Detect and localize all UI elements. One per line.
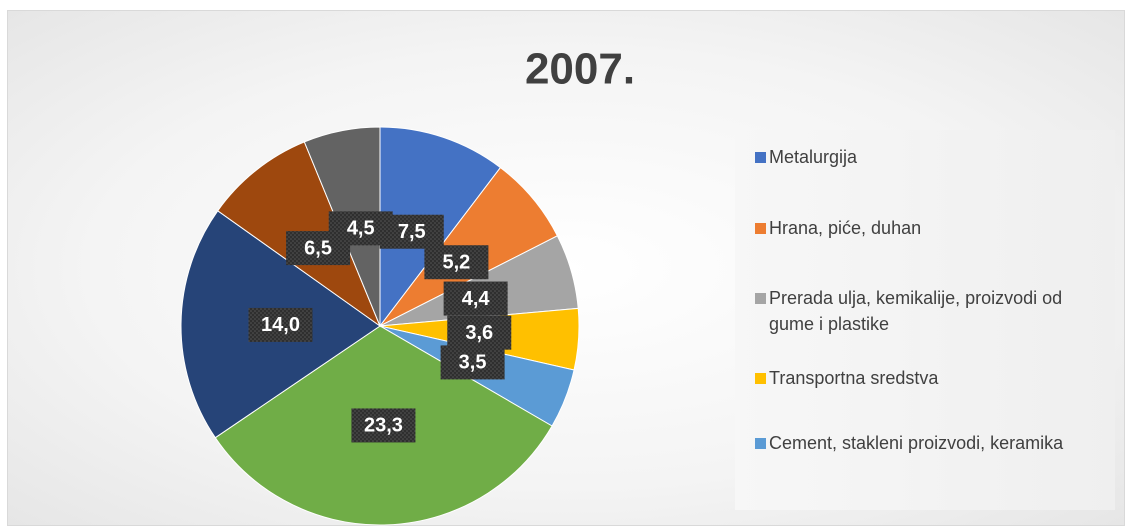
legend: Metalurgija Hrana, piće, duhan Prerada ulj… — [735, 130, 1115, 510]
data-label-box — [447, 315, 512, 350]
legend-swatch — [755, 373, 766, 384]
data-label-text: 3,6 — [465, 322, 493, 344]
data-label: 3,5 — [440, 345, 505, 380]
data-label-text: 6,5 — [304, 237, 332, 259]
data-label: 5,2 — [424, 245, 489, 280]
data-label-box — [440, 345, 505, 380]
data-label-box — [443, 281, 508, 316]
legend-label: Hrana, piće, duhan — [769, 218, 922, 238]
legend-label: Cement, stakleni proizvodi, keramika — [769, 433, 1064, 453]
data-label-box — [424, 245, 489, 280]
legend-item: Cement, stakleni proizvodi, keramika — [755, 430, 1089, 456]
data-label: 14,0 — [248, 307, 313, 342]
data-label: 3,6 — [447, 315, 512, 350]
chart-title: 2007. — [525, 45, 635, 94]
data-label: 4,4 — [443, 281, 508, 316]
data-label-box — [351, 408, 416, 443]
legend-swatch — [755, 152, 766, 163]
legend-item: Hrana, piće, duhan — [755, 215, 1089, 241]
data-label-text: 5,2 — [442, 252, 470, 274]
data-label-text: 4,4 — [462, 288, 491, 310]
data-label-box — [328, 211, 393, 246]
data-label-text: 14,0 — [261, 314, 300, 336]
data-label-text: 4,5 — [347, 218, 375, 240]
legend-item: Metalurgija — [755, 144, 1089, 170]
legend-swatch — [755, 438, 766, 449]
data-label: 4,5 — [328, 211, 393, 246]
data-label: 23,3 — [351, 408, 416, 443]
data-label-text: 3,5 — [459, 352, 487, 374]
data-label-text: 23,3 — [364, 415, 403, 437]
legend-label: Prerada ulja, kemikalije, proizvodi od g… — [769, 288, 1063, 334]
data-label-box — [248, 307, 313, 342]
legend-swatch — [755, 223, 766, 234]
legend-label: Transportna sredstva — [769, 368, 939, 388]
legend-item: Transportna sredstva — [755, 365, 1089, 391]
legend-swatch — [755, 293, 766, 304]
legend-item: Prerada ulja, kemikalije, proizvodi od g… — [755, 285, 1089, 337]
legend-label: Metalurgija — [769, 147, 858, 167]
data-label-text: 7,5 — [398, 221, 426, 243]
data-label: 6,5 — [286, 231, 351, 266]
